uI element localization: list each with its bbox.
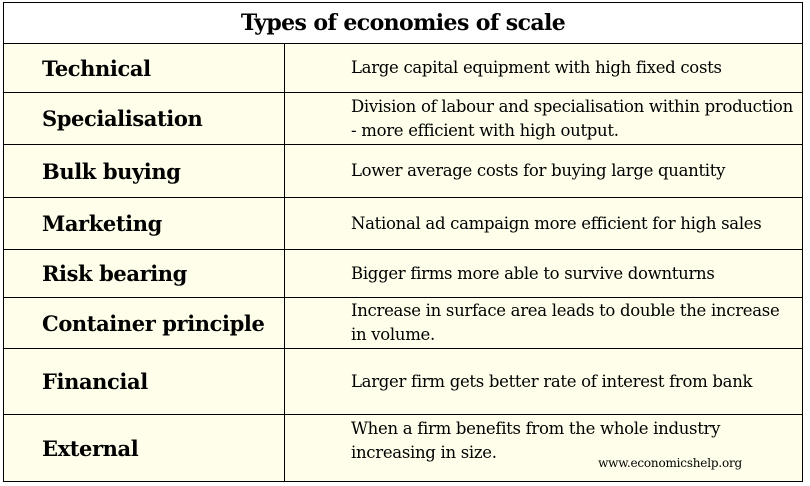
- table-row-technical: Technical Large capital equipment with h…: [4, 44, 802, 93]
- row-label: Bulk buying: [4, 145, 285, 197]
- row-label: Financial: [4, 349, 285, 414]
- row-label: Container principle: [4, 298, 285, 348]
- row-label: Risk bearing: [4, 250, 285, 297]
- table-row-financial: Financial Larger firm gets better rate o…: [4, 349, 802, 415]
- table-row-risk-bearing: Risk bearing Bigger firms more able to s…: [4, 250, 802, 298]
- source-credit: www.economicshelp.org: [598, 456, 742, 470]
- row-description: When a firm benefits from the whole indu…: [285, 415, 802, 481]
- row-description: Large capital equipment with high fixed …: [351, 58, 722, 77]
- row-label: Technical: [4, 44, 285, 92]
- row-description: National ad campaign more efficient for …: [351, 213, 762, 233]
- row-description: Bigger firms more able to survive downtu…: [351, 263, 715, 283]
- row-description: Division of labour and specialisation wi…: [351, 96, 793, 140]
- row-label: Specialisation: [4, 93, 285, 144]
- row-description: Increase in surface area leads to double…: [351, 301, 780, 344]
- table-row-specialisation: Specialisation Division of labour and sp…: [4, 93, 802, 145]
- table-row-marketing: Marketing National ad campaign more effi…: [4, 198, 802, 250]
- row-label: External: [4, 415, 285, 481]
- economies-of-scale-table: Types of economies of scale Technical La…: [3, 2, 803, 482]
- table-row-bulk-buying: Bulk buying Lower average costs for buyi…: [4, 145, 802, 198]
- row-description: Larger firm gets better rate of interest…: [351, 371, 753, 391]
- table-title: Types of economies of scale: [4, 3, 802, 44]
- row-description-text: When a firm benefits from the whole indu…: [351, 419, 721, 462]
- row-description: Lower average costs for buying large qua…: [351, 161, 726, 180]
- row-label: Marketing: [4, 198, 285, 249]
- table-row-container-principle: Container principle Increase in surface …: [4, 298, 802, 349]
- table-row-external: External When a firm benefits from the w…: [4, 415, 802, 481]
